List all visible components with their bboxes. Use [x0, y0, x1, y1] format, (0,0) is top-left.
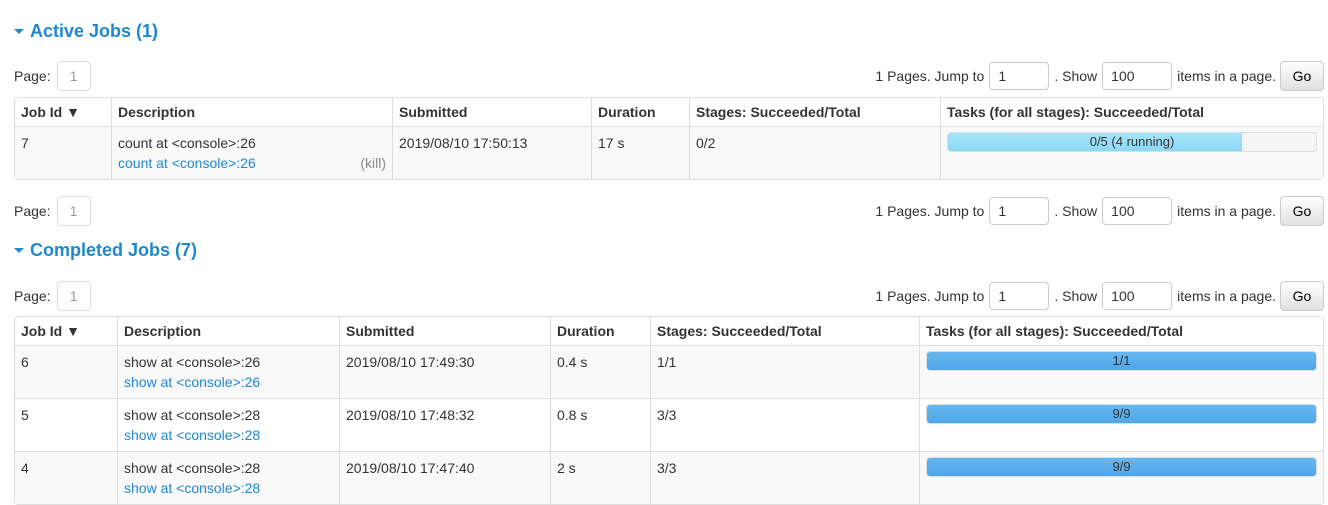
column-header[interactable]: Duration	[591, 98, 689, 127]
progress-fill	[927, 458, 1316, 476]
completed-jobs-title: Completed Jobs (7)	[30, 240, 198, 260]
go-button[interactable]: Go	[1280, 61, 1324, 91]
pagination-bar: Page: 1 1 Pages. Jump to . Show items in…	[14, 61, 1324, 91]
job-link[interactable]: count at <console>:26	[118, 155, 256, 171]
column-header[interactable]: Stages: Succeeded/Total	[650, 317, 919, 346]
tasks-cell: 9/9	[919, 398, 1323, 451]
active-jobs-table: Job Id ▼ Description Submitted Duration Stag…	[14, 97, 1324, 180]
active-jobs-toggle[interactable]: Active Jobs (1)	[14, 21, 158, 42]
job-row: 5 show at <console>:28 show at <console>:…	[15, 398, 1323, 451]
tasks-text: 9/9	[1112, 459, 1131, 474]
job-id: 4	[15, 451, 117, 504]
go-button[interactable]: Go	[1280, 196, 1324, 226]
go-button[interactable]: Go	[1280, 281, 1324, 311]
task-progress-bar: 9/9	[926, 457, 1317, 477]
task-progress-bar: 0/5 (4 running)	[947, 132, 1317, 152]
description-text: show at <console>:28	[124, 460, 261, 476]
page-size-input[interactable]	[1102, 282, 1173, 310]
jump-to-page-input[interactable]	[989, 282, 1050, 310]
column-header[interactable]: Duration	[550, 317, 650, 346]
job-description: show at <console>:28 show at <console>:28	[117, 398, 339, 451]
pagination-bar: Page: 1 1 Pages. Jump to . Show items in…	[14, 281, 1324, 311]
tasks-cell: 1/1	[919, 346, 1323, 398]
column-header[interactable]: Tasks (for all stages): Succeeded/Total	[919, 317, 1323, 346]
page-label: Page:	[14, 288, 51, 304]
caret-down-icon	[14, 29, 24, 34]
page-label: Page:	[14, 68, 51, 84]
description-text: count at <console>:26	[118, 135, 256, 151]
progress-fill	[948, 133, 1243, 151]
items-text: items in a page.	[1177, 203, 1276, 219]
stages-count: 1/1	[650, 346, 919, 398]
jump-to-page-input[interactable]	[989, 62, 1050, 90]
pages-text: 1 Pages. Jump to	[875, 203, 985, 219]
job-id: 5	[15, 398, 117, 451]
job-description: show at <console>:26 show at <console>:26	[117, 346, 339, 398]
page-1-button[interactable]: 1	[56, 196, 91, 226]
job-row: 4 show at <console>:28 show at <console>:…	[15, 451, 1323, 504]
duration: 2 s	[550, 451, 650, 504]
stages-count: 3/3	[650, 398, 919, 451]
items-text: items in a page.	[1177, 68, 1276, 84]
completed-jobs-table: Job Id ▼ Description Submitted Duration Stag…	[14, 316, 1324, 505]
job-link[interactable]: show at <console>:26	[124, 374, 261, 390]
duration: 0.4 s	[550, 346, 650, 398]
tasks-text: 1/1	[1112, 353, 1131, 368]
task-progress-bar: 9/9	[926, 404, 1317, 424]
tasks-cell: 9/9	[919, 451, 1323, 504]
job-row: 7 count at <console>:26 (kill) count at <c…	[15, 127, 1323, 179]
stages-count: 3/3	[650, 451, 919, 504]
page-size-input[interactable]	[1102, 62, 1173, 90]
submitted-time: 2019/08/10 17:48:32	[339, 398, 550, 451]
show-text: . Show	[1054, 203, 1098, 219]
duration: 0.8 s	[550, 398, 650, 451]
submitted-time: 2019/08/10 17:49:30	[339, 346, 550, 398]
job-description: count at <console>:26 (kill) count at <con…	[111, 127, 392, 179]
active-jobs-title: Active Jobs (1)	[30, 21, 159, 41]
job-description: show at <console>:28 show at <console>:28	[117, 451, 339, 504]
jump-to-page-input[interactable]	[989, 197, 1050, 225]
job-link[interactable]: show at <console>:28	[124, 427, 261, 443]
duration: 17 s	[591, 127, 689, 179]
items-text: items in a page.	[1177, 288, 1276, 304]
caret-down-icon	[14, 248, 24, 253]
column-header[interactable]: Submitted	[392, 98, 591, 127]
description-text: show at <console>:26	[124, 354, 261, 370]
column-header[interactable]: Submitted	[339, 317, 550, 346]
pages-text: 1 Pages. Jump to	[875, 288, 985, 304]
page-size-input[interactable]	[1102, 197, 1173, 225]
column-header[interactable]: Job Id ▼	[15, 98, 111, 127]
completed-jobs-toggle[interactable]: Completed Jobs (7)	[14, 240, 197, 261]
job-id: 7	[15, 127, 111, 179]
column-header[interactable]: Description	[117, 317, 339, 346]
job-link[interactable]: show at <console>:28	[124, 480, 261, 496]
job-id: 6	[15, 346, 117, 398]
progress-fill	[927, 405, 1316, 423]
page-label: Page:	[14, 203, 51, 219]
column-header[interactable]: Job Id ▼	[15, 317, 117, 346]
job-row: 6 show at <console>:26 show at <console>:…	[15, 346, 1323, 398]
submitted-time: 2019/08/10 17:50:13	[392, 127, 591, 179]
progress-fill	[927, 352, 1316, 370]
tasks-cell: 0/5 (4 running)	[940, 127, 1323, 179]
show-text: . Show	[1054, 68, 1098, 84]
tasks-text: 0/5 (4 running)	[1089, 134, 1175, 149]
page-1-button[interactable]: 1	[56, 281, 91, 311]
column-header[interactable]: Description	[111, 98, 392, 127]
pagination-bar: Page: 1 1 Pages. Jump to . Show items in…	[14, 196, 1324, 226]
show-text: . Show	[1054, 288, 1098, 304]
column-header[interactable]: Tasks (for all stages): Succeeded/Total	[940, 98, 1323, 127]
submitted-time: 2019/08/10 17:47:40	[339, 451, 550, 504]
column-header[interactable]: Stages: Succeeded/Total	[689, 98, 940, 127]
stages-count: 0/2	[689, 127, 940, 179]
pages-text: 1 Pages. Jump to	[875, 68, 985, 84]
kill-link[interactable]: (kill)	[360, 155, 386, 171]
task-progress-bar: 1/1	[926, 351, 1317, 371]
tasks-text: 9/9	[1112, 406, 1131, 421]
page-1-button[interactable]: 1	[56, 61, 91, 91]
description-text: show at <console>:28	[124, 407, 261, 423]
